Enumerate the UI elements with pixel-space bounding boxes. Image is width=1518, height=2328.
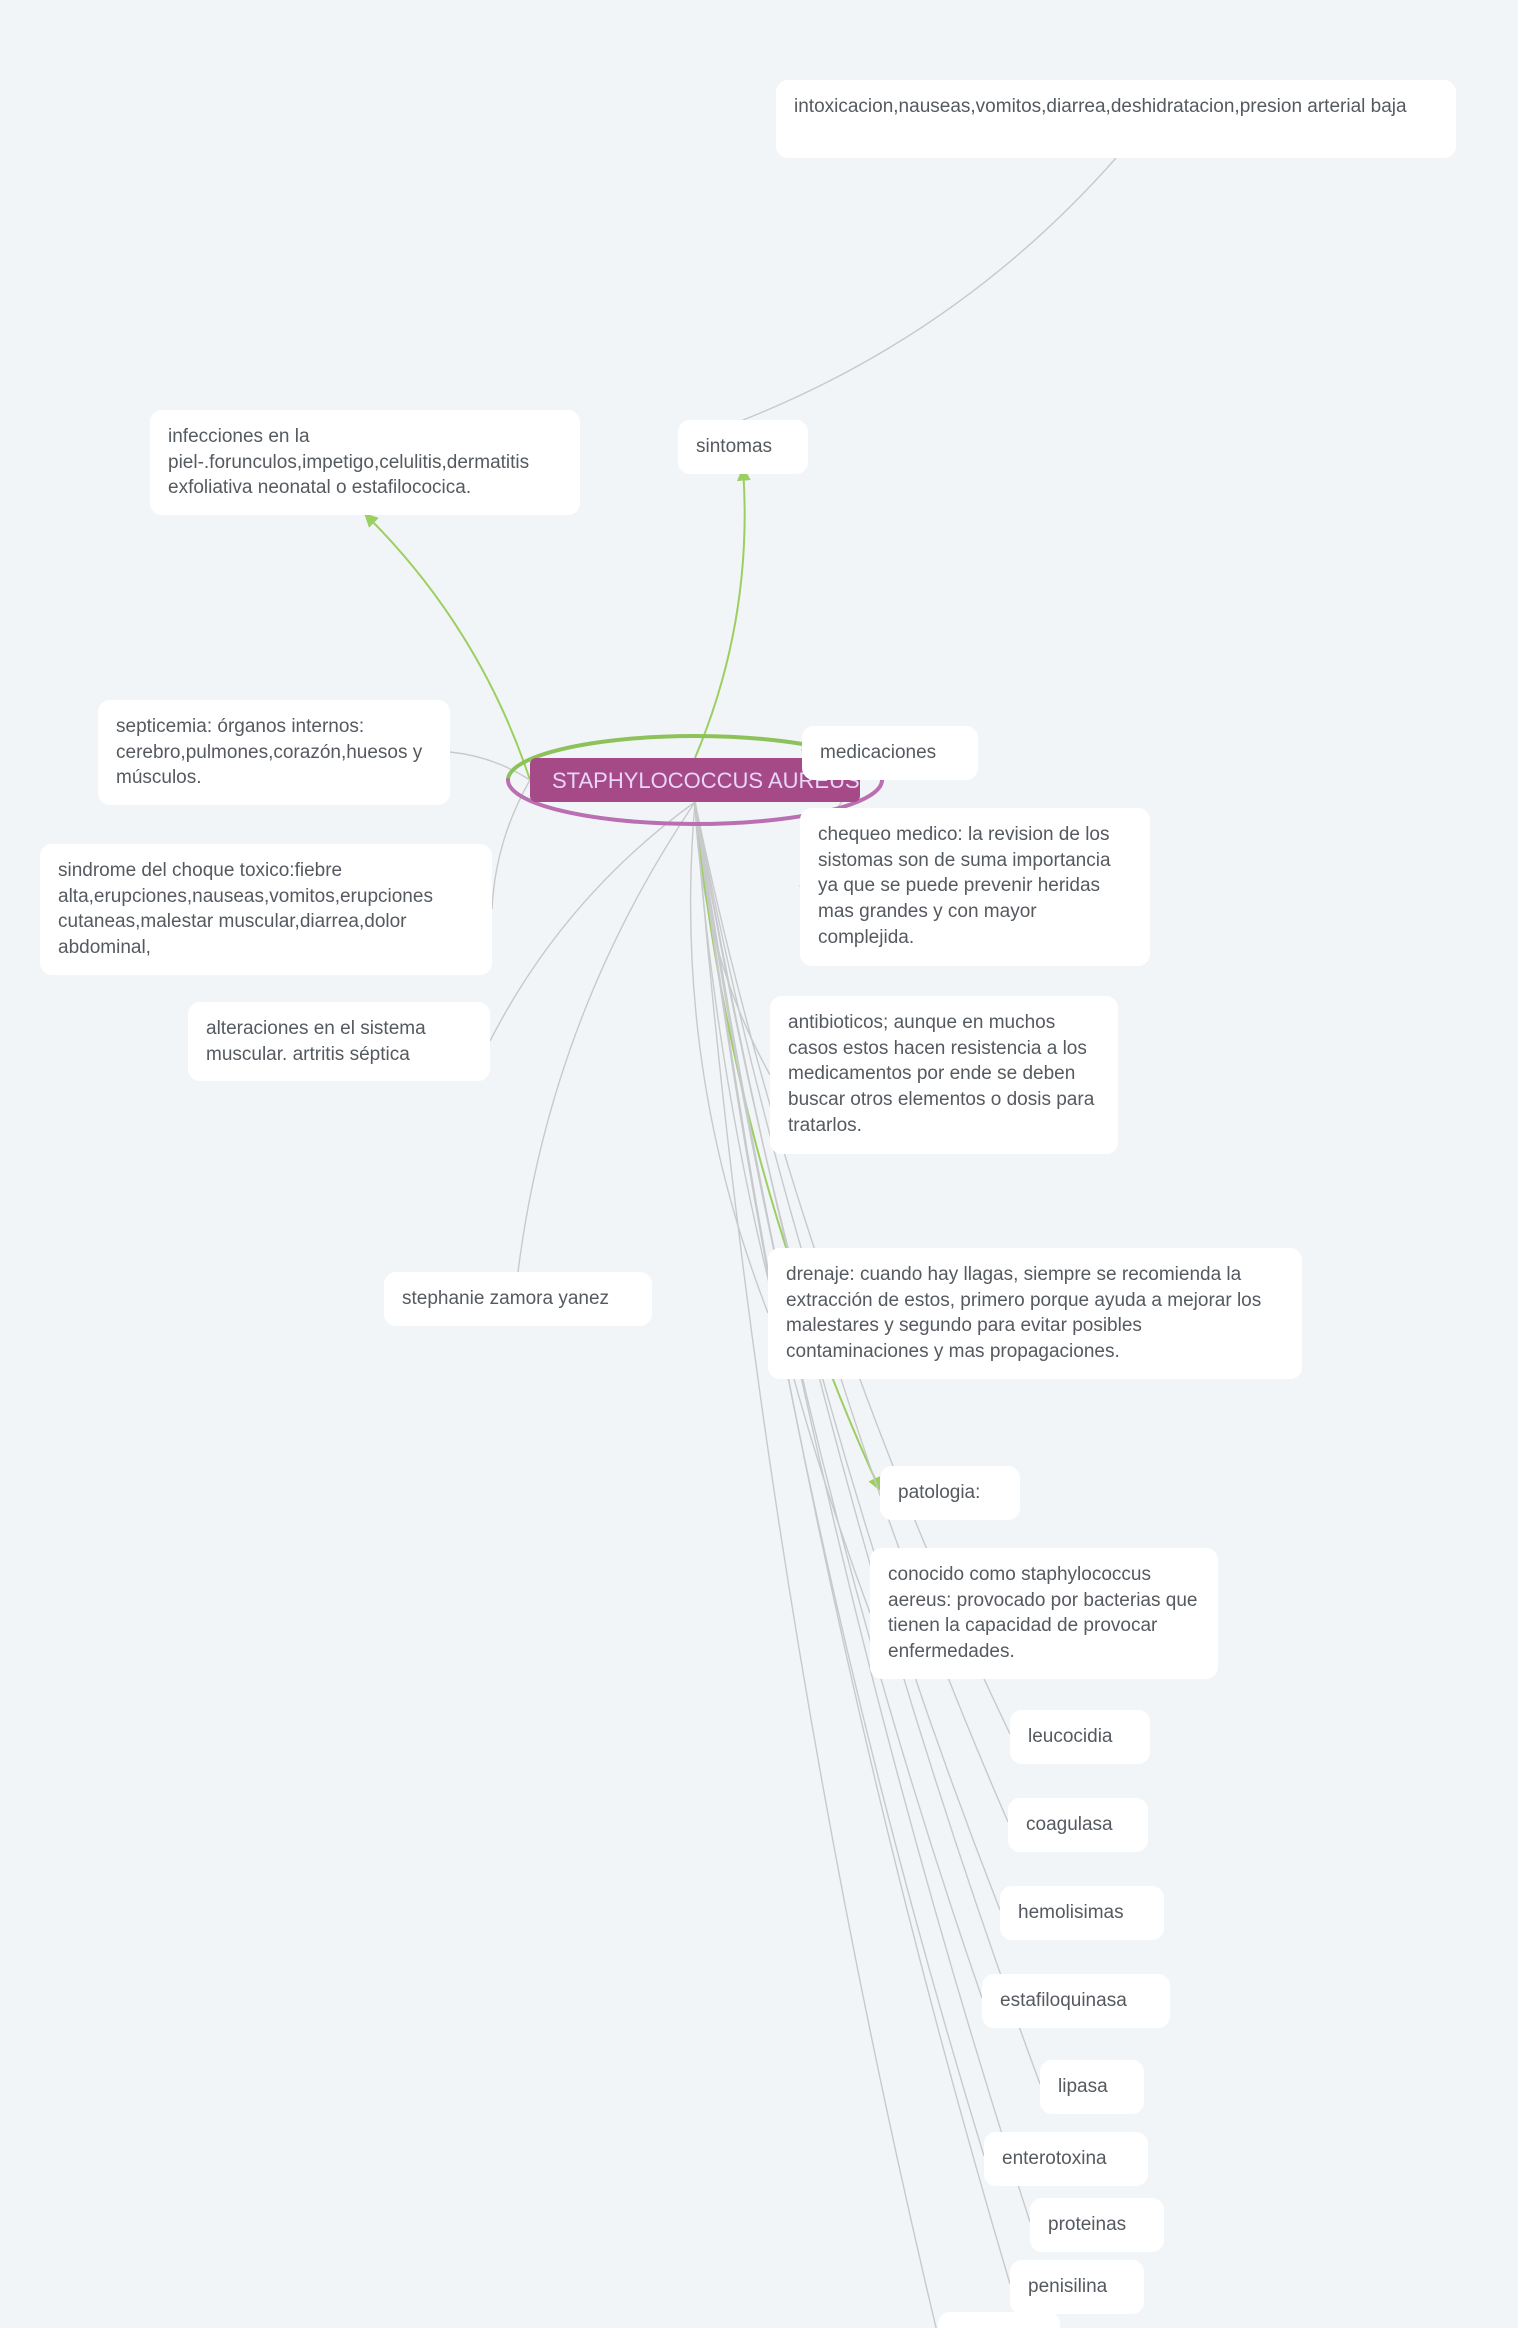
- edge-center-lipasa: [695, 802, 1040, 2084]
- edge-sintomas-intox: [743, 158, 1116, 420]
- node-stephanie[interactable]: stephanie zamora yanez: [384, 1272, 652, 1326]
- node-alteraciones[interactable]: alteraciones en el sistema muscular. art…: [188, 1002, 490, 1081]
- node-catalasa[interactable]: catalasa: [938, 2312, 1060, 2328]
- node-intox[interactable]: intoxicacion,nauseas,vomitos,diarrea,des…: [776, 80, 1456, 158]
- node-medicaciones[interactable]: medicaciones: [802, 726, 978, 780]
- edge-center-drenaje: [691, 802, 768, 1313]
- node-chequeo[interactable]: chequeo medico: la revision de los sisto…: [800, 808, 1150, 966]
- node-sindrome[interactable]: sindrome del choque toxico:fiebre alta,e…: [40, 844, 492, 975]
- edge-center-septicemia: [450, 752, 530, 780]
- node-septicemia[interactable]: septicemia: órganos internos: cerebro,pu…: [98, 700, 450, 805]
- node-antibioticos[interactable]: antibioticos; aunque en muchos casos est…: [770, 996, 1118, 1154]
- edge-center-estafiloquinasa: [695, 802, 982, 1998]
- edge-center-antibioticos: [695, 802, 770, 1075]
- node-drenaje[interactable]: drenaje: cuando hay llagas, siempre se r…: [768, 1248, 1302, 1379]
- node-proteinas[interactable]: proteinas: [1030, 2198, 1164, 2252]
- edge-center-stephanie: [518, 802, 695, 1272]
- edge-center-alteraciones: [490, 802, 695, 1041]
- edge-center-sindrome: [492, 780, 530, 909]
- node-estafiloquinasa[interactable]: estafiloquinasa: [982, 1974, 1170, 2028]
- mindmap-canvas: STAPHYLOCOCCUS AUREUS intoxicacion,nause…: [0, 0, 1518, 2328]
- edge-center-sintomas: [695, 468, 745, 758]
- node-hemolisimas[interactable]: hemolisimas: [1000, 1886, 1164, 1940]
- node-enterotoxina[interactable]: enterotoxina: [984, 2132, 1148, 2186]
- node-patologia[interactable]: patologia:: [880, 1466, 1020, 1520]
- node-conocido[interactable]: conocido como staphylococcus aereus: pro…: [870, 1548, 1218, 1679]
- node-sintomas[interactable]: sintomas: [678, 420, 808, 474]
- node-penisilina[interactable]: penisilina: [1010, 2260, 1144, 2314]
- connectors-layer: [0, 0, 1518, 2328]
- node-infecciones[interactable]: infecciones en la piel-.forunculos,impet…: [150, 410, 580, 515]
- node-coagulasa[interactable]: coagulasa: [1008, 1798, 1148, 1852]
- node-leucocidia[interactable]: leucocidia: [1010, 1710, 1150, 1764]
- node-lipasa[interactable]: lipasa: [1040, 2060, 1144, 2114]
